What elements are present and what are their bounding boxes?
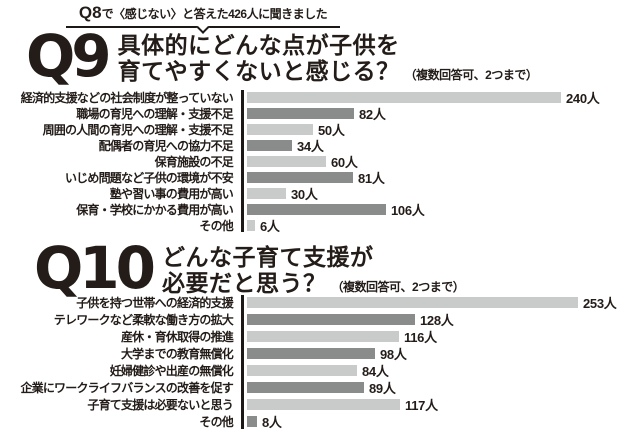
bar bbox=[247, 399, 400, 410]
chart-row: その他 8人 bbox=[0, 413, 640, 430]
category-label: 妊婦健診や出産の無償化 bbox=[109, 364, 234, 378]
category-label: いじめ問題など子供の環境が不安 bbox=[64, 170, 234, 185]
category-label: 周囲の人間の育児への理解・支援不足 bbox=[42, 122, 234, 137]
chart-row: 職場の育児への理解・支援不足 82人 bbox=[0, 105, 640, 122]
chart-row: その他 6人 bbox=[0, 217, 640, 234]
bar bbox=[247, 187, 286, 199]
bar bbox=[247, 219, 255, 231]
bar bbox=[247, 155, 326, 167]
survey-note: Q8で〈感じない〉と答えた426人に聞きました bbox=[66, 3, 340, 34]
bar bbox=[247, 416, 257, 427]
bar bbox=[247, 297, 578, 308]
survey-note-text: で〈感じない〉と答えた426人に聞きました bbox=[101, 7, 328, 21]
chart-row: 保育施設の不足 60人 bbox=[0, 153, 640, 170]
category-label: 塾や習い事の費用が高い bbox=[109, 186, 234, 201]
value-label: 106人 bbox=[391, 202, 425, 218]
bar bbox=[247, 139, 292, 151]
q9-subtitle: （複数回答可、2つまで） bbox=[404, 67, 538, 82]
q10-title-line2-text: 必要だと思う？ bbox=[162, 269, 327, 296]
category-label: 子供を持つ世帯への経済的支援 bbox=[76, 296, 234, 310]
bar bbox=[247, 348, 375, 359]
value-label: 116人 bbox=[404, 330, 437, 345]
q10-subtitle: （複数回答可、2つまで） bbox=[331, 279, 465, 294]
q9-title-line1: 具体的にどんな点が子供を bbox=[117, 32, 400, 58]
bar bbox=[247, 331, 399, 342]
value-label: 8人 bbox=[262, 415, 282, 430]
chart-row: 配偶者の育児への協力不足 34人 bbox=[0, 137, 640, 154]
value-label: 117人 bbox=[405, 398, 438, 413]
value-label: 84人 bbox=[362, 364, 389, 379]
value-label: 6人 bbox=[260, 218, 280, 234]
bar bbox=[247, 365, 357, 376]
chart-row: 保育・学校にかかる費用が高い 106人 bbox=[0, 201, 640, 218]
chart-row: 産休・育休取得の推進 116人 bbox=[0, 328, 640, 345]
bar bbox=[247, 91, 561, 103]
q10-label: Q10 bbox=[34, 234, 156, 302]
category-label: その他 bbox=[199, 415, 233, 429]
category-label: テレワークなど柔軟な働き方の拡大 bbox=[53, 313, 234, 327]
category-label: 経済的支援などの社会制度が整っていない bbox=[20, 90, 234, 105]
q9-title-line2-text: 育てやすくないと感じる？ bbox=[117, 57, 400, 84]
category-label: 配偶者の育児への協力不足 bbox=[98, 138, 234, 153]
value-label: 89人 bbox=[369, 381, 396, 396]
bar bbox=[247, 107, 354, 119]
q9-label: Q9 bbox=[26, 22, 112, 90]
value-label: 98人 bbox=[380, 347, 407, 362]
category-label: 大学までの教育無償化 bbox=[120, 347, 234, 361]
value-label: 82人 bbox=[359, 106, 386, 122]
category-label: 産休・育休取得の推進 bbox=[120, 330, 234, 344]
chart-row: 妊婦健診や出産の無償化 84人 bbox=[0, 362, 640, 379]
q10-header: Q10 どんな子育て支援が 必要だと思う？ （複数回答可、2つまで） bbox=[34, 234, 465, 302]
chart-row: 経済的支援などの社会制度が整っていない 240人 bbox=[0, 89, 640, 106]
category-label: 職場の育児への理解・支援不足 bbox=[76, 106, 234, 121]
chart-row: 大学までの教育無償化 98人 bbox=[0, 345, 640, 362]
chart-row: いじめ問題など子供の環境が不安 81人 bbox=[0, 169, 640, 186]
category-label: 保育・学校にかかる費用が高い bbox=[76, 202, 234, 217]
value-label: 253人 bbox=[583, 296, 617, 311]
bar bbox=[247, 171, 353, 183]
category-label: 保育施設の不足 bbox=[154, 154, 234, 169]
value-label: 81人 bbox=[358, 170, 385, 186]
chart-row: 子供を持つ世帯への経済的支援 253人 bbox=[0, 294, 640, 311]
chart-row: 周囲の人間の育児への理解・支援不足 50人 bbox=[0, 121, 640, 138]
chart-row: 企業にワークライフバランスの改善を促す 89人 bbox=[0, 379, 640, 396]
survey-note-q-label: Q8 bbox=[78, 3, 102, 22]
chart-row: 子育て支援は必要ないと思う 117人 bbox=[0, 396, 640, 413]
q9-title-block: 具体的にどんな点が子供を 育てやすくないと感じる？ （複数回答可、2つまで） bbox=[118, 29, 538, 84]
q9-header: Q9 具体的にどんな点が子供を 育てやすくないと感じる？ （複数回答可、2つまで） bbox=[26, 22, 538, 90]
q10-title-line1: どんな子育て支援が bbox=[162, 244, 374, 270]
q9-title-line2: 育てやすくないと感じる？ （複数回答可、2つまで） bbox=[118, 58, 538, 84]
q10-bar-chart: 子供を持つ世帯への経済的支援 253人 テレワークなど柔軟な働き方の拡大 128人 産休… bbox=[0, 294, 640, 430]
q10-title-line2: 必要だと思う？ （複数回答可、2つまで） bbox=[162, 269, 465, 296]
value-label: 50人 bbox=[318, 122, 345, 138]
chart-row: テレワークなど柔軟な働き方の拡大 128人 bbox=[0, 311, 640, 328]
category-label: 子育て支援は必要ないと思う bbox=[87, 398, 233, 412]
bar bbox=[247, 382, 364, 393]
q10-title-block: どんな子育て支援が 必要だと思う？ （複数回答可、2つまで） bbox=[162, 241, 465, 296]
value-label: 30人 bbox=[291, 186, 318, 202]
bar bbox=[247, 203, 386, 215]
category-label: その他 bbox=[199, 218, 233, 233]
value-label: 128人 bbox=[420, 313, 454, 328]
category-label: 企業にワークライフバランスの改善を促す bbox=[20, 381, 233, 395]
value-label: 34人 bbox=[297, 138, 324, 154]
bar bbox=[247, 314, 415, 325]
q9-bar-chart: 経済的支援などの社会制度が整っていない 240人職場の育児への理解・支援不足 82人… bbox=[0, 89, 640, 234]
value-label: 60人 bbox=[331, 154, 358, 170]
value-label: 240人 bbox=[566, 90, 600, 106]
bar bbox=[247, 123, 313, 135]
chart-row: 塾や習い事の費用が高い 30人 bbox=[0, 185, 640, 202]
